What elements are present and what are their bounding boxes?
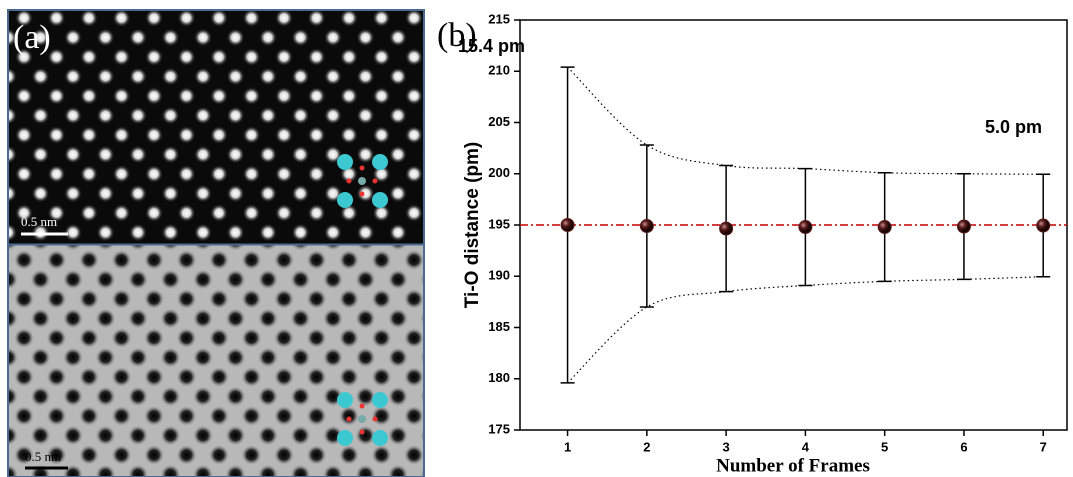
x-tick-label: 6: [960, 439, 967, 454]
data-point: [1036, 218, 1051, 233]
x-tick-label: 2: [643, 439, 650, 454]
scale-bar-label: 0.5 nm: [25, 449, 61, 464]
panel-label: (a): [13, 19, 51, 56]
x-tick-label: 5: [881, 439, 888, 454]
envelope: [567, 276, 1044, 384]
data-point: [956, 219, 971, 234]
y-tick-label: 190: [488, 268, 510, 283]
x-tick-label: 7: [1040, 439, 1047, 454]
panel-a: (a) 0.5 nm 0.5 nm: [7, 9, 425, 477]
frame: [7, 9, 425, 477]
x-tick-label: 1: [564, 439, 571, 454]
scale-bar-label: 0.5 nm: [21, 214, 57, 229]
data-point: [639, 219, 654, 234]
y-tick-label: 180: [488, 370, 510, 385]
y-tick-label: 210: [488, 63, 510, 78]
y-tick-label: 175: [488, 421, 510, 436]
y-tick-label: 205: [488, 114, 510, 129]
data-point: [877, 220, 892, 235]
envelope: [567, 66, 1044, 175]
data-point: [719, 221, 734, 236]
y-tick-label: 185: [488, 319, 510, 334]
y-tick-label: 200: [488, 165, 510, 180]
data-point: [560, 218, 575, 232]
atom-model: [337, 392, 388, 446]
panel-label: (b): [437, 17, 477, 54]
annotation: 5.0 pm: [985, 117, 1042, 137]
y-tick-label: 195: [488, 216, 510, 231]
x-tick-label: 4: [802, 439, 810, 454]
x-axis-label: Number of Frames: [716, 455, 870, 476]
abf-lattice: [8, 245, 424, 477]
data-point: [798, 220, 813, 235]
x-tick-label: 3: [722, 439, 729, 454]
annotation: 15.4 pm: [458, 36, 525, 56]
haadf-lattice: [8, 10, 424, 244]
atom-model: [337, 154, 388, 208]
y-tick-label: 215: [488, 11, 510, 26]
y-axis-label: Ti-O distance (pm): [462, 142, 483, 308]
